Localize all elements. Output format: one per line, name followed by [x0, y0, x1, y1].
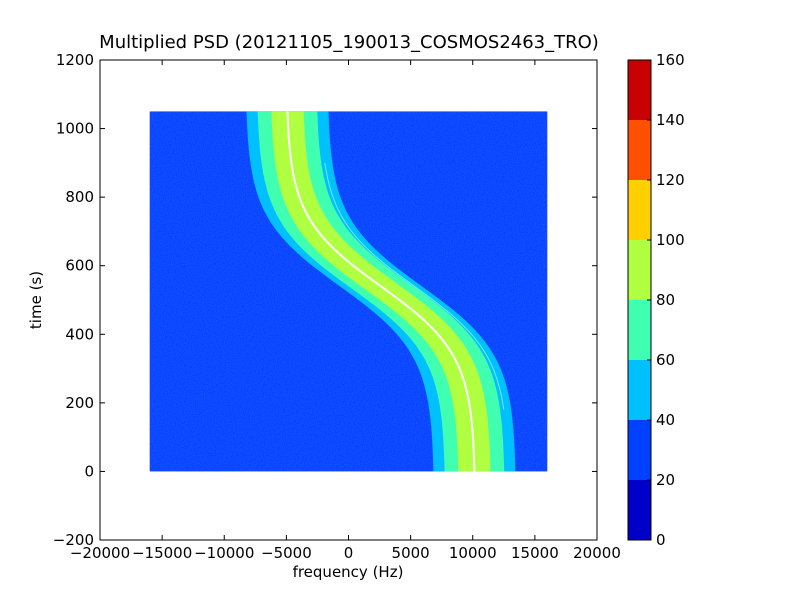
y-tick-label: 0: [84, 462, 94, 480]
y-tick-label: 200: [65, 394, 94, 412]
colorbar-segment: [628, 180, 651, 240]
y-tick-label: 1200: [56, 51, 94, 69]
colorbar-tick-label: 0: [656, 531, 666, 549]
psd-heatmap: [149, 111, 548, 472]
y-axis-label: time (s): [27, 271, 45, 329]
colorbar-tick-label: 40: [656, 411, 675, 429]
y-axis: −200 0 200 400 600 800 1000 1200: [53, 51, 597, 549]
y-tick-label: −200: [53, 531, 94, 549]
x-tick-label: −5000: [261, 544, 312, 562]
y-tick-label: 600: [65, 257, 94, 275]
x-tick-label: 5000: [392, 544, 430, 562]
x-tick-label: −20000: [70, 544, 130, 562]
x-tick-label: 15000: [511, 544, 559, 562]
colorbar-tick-label: 140: [656, 111, 685, 129]
carrier-center-line: [286, 111, 476, 472]
secondary-trace: [324, 162, 505, 410]
colorbar-segment: [628, 480, 651, 540]
colorbar-segment: [628, 420, 651, 480]
colorbar-segment: [628, 240, 651, 300]
y-tick-label: 400: [65, 325, 94, 343]
colorbar-segment: [628, 360, 651, 420]
x-tick-label: −15000: [132, 544, 192, 562]
colorbar: 0 20 40 60 80 100 120 140 160: [627, 51, 685, 549]
signal-band-80-100: [271, 111, 491, 472]
colorbar-tick-label: 60: [656, 351, 675, 369]
colorbar-tick-label: 120: [656, 171, 685, 189]
x-tick-label: 0: [344, 544, 354, 562]
y-tick-label: 1000: [56, 120, 94, 138]
x-tick-label: 20000: [573, 544, 621, 562]
colorbar-segment: [628, 60, 651, 120]
x-axis: −20000 −15000 −10000 −5000 0 5000 10000 15000 20…: [70, 60, 621, 562]
colorbar-tick-label: 160: [656, 51, 685, 69]
x-tick-label: 10000: [449, 544, 497, 562]
y-tick-label: 800: [65, 188, 94, 206]
colorbar-segment: [628, 300, 651, 360]
chart-title: Multiplied PSD (20121105_190013_COSMOS24…: [99, 32, 599, 53]
colorbar-tick-label: 100: [656, 231, 685, 249]
colorbar-tick-label: 20: [656, 471, 675, 489]
colorbar-tick-label: 80: [656, 291, 675, 309]
plot-area: [149, 111, 548, 472]
x-tick-label: −10000: [194, 544, 254, 562]
colorbar-segment: [628, 120, 651, 180]
x-axis-label: frequency (Hz): [293, 563, 404, 581]
